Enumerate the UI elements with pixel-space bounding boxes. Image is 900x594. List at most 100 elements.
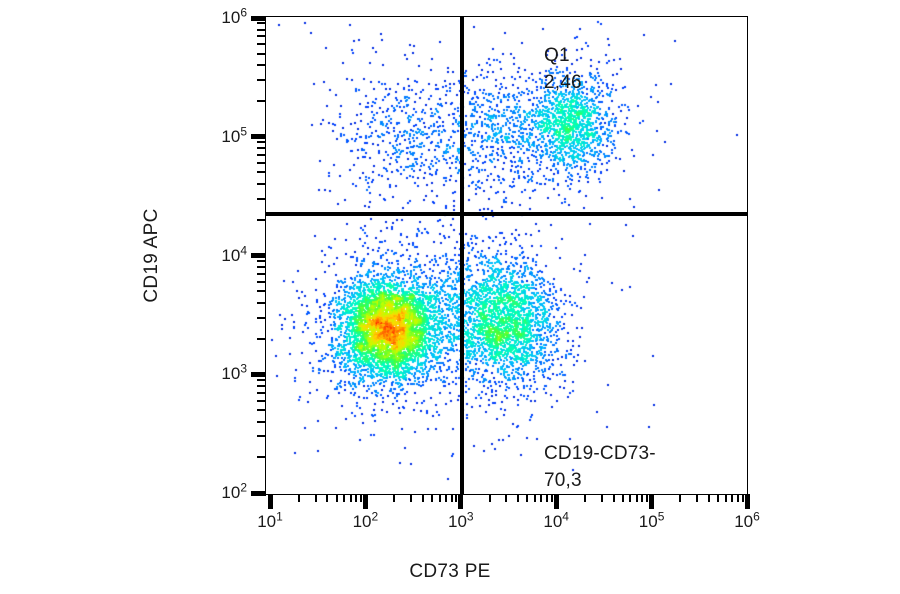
y-tick-major-1e6 — [251, 15, 266, 21]
y-tick-major-1e4 — [251, 253, 266, 258]
x-tick-minor — [641, 494, 644, 502]
y-tick-minor — [257, 52, 265, 55]
y-tick-minor — [257, 408, 265, 411]
scatter-density-canvas — [266, 17, 747, 494]
quadrant-divider-vertical[interactable] — [459, 17, 464, 494]
y-tick-minor — [257, 391, 265, 394]
x-tick-minor — [635, 494, 638, 502]
x-tick-minor — [600, 494, 603, 502]
x-tick-major-1e4 — [553, 494, 559, 509]
x-tick-label-1e3: 103 — [447, 509, 474, 531]
x-tick-minor — [583, 494, 586, 502]
x-tick-label-1e4: 104 — [543, 509, 569, 531]
quadrant-percent-lower-left: 70,3 — [544, 469, 582, 491]
x-tick-minor — [540, 494, 543, 502]
x-tick-minor — [445, 494, 448, 502]
x-tick-major-1e3 — [458, 494, 464, 509]
x-tick-minor — [646, 494, 649, 502]
x-tick-minor — [335, 494, 338, 502]
x-tick-minor — [679, 494, 682, 502]
y-tick-minor — [257, 100, 265, 102]
y-tick-major-1e2 — [251, 490, 266, 496]
quadrant-percent-upper-left: 2,46 — [544, 71, 582, 93]
x-tick-minor — [736, 494, 739, 502]
y-tick-minor — [257, 28, 265, 31]
y-tick-minor — [257, 43, 265, 46]
y-tick-minor — [257, 171, 265, 174]
y-tick-minor — [257, 399, 265, 402]
x-tick-minor — [450, 494, 453, 502]
y-tick-minor — [257, 290, 265, 293]
x-tick-minor — [550, 494, 553, 502]
x-tick-minor — [421, 494, 424, 502]
y-tick-minor — [257, 456, 265, 459]
x-tick-minor — [534, 494, 537, 502]
x-tick-minor — [343, 494, 346, 502]
y-tick-major-1e5 — [251, 134, 266, 140]
y-tick-minor — [257, 162, 265, 165]
y-tick-minor — [257, 35, 265, 38]
x-tick-minor — [621, 494, 624, 502]
y-tick-minor — [257, 435, 265, 438]
y-tick-label-1e2: 102 — [221, 480, 247, 502]
y-tick-minor — [257, 378, 265, 381]
x-tick-label-1e2: 102 — [352, 509, 379, 531]
x-tick-minor — [724, 494, 727, 502]
x-tick-minor — [297, 494, 300, 502]
x-tick-minor — [438, 494, 441, 502]
x-tick-minor — [731, 494, 734, 502]
x-tick-minor — [612, 494, 615, 502]
quadrant-divider-horizontal[interactable] — [266, 211, 747, 216]
x-tick-major-1e2 — [362, 494, 368, 509]
x-tick-minor — [455, 494, 458, 502]
x-tick-minor — [708, 494, 711, 502]
quadrant-label-lower-left: CD19-CD73- 70,3 — [544, 441, 656, 494]
x-tick-minor — [526, 494, 529, 502]
y-tick-minor — [257, 147, 265, 150]
x-tick-minor — [488, 494, 491, 502]
y-tick-label-1e6: 106 — [221, 5, 247, 27]
x-tick-minor — [517, 494, 520, 502]
quadrant-name-lower-left: CD19-CD73- — [544, 443, 656, 464]
y-tick-minor — [257, 154, 265, 157]
x-tick-label-1e1: 101 — [257, 509, 283, 531]
y-tick-minor — [257, 316, 265, 319]
x-axis-title: CD73 PE — [409, 561, 491, 582]
x-tick-minor — [314, 494, 317, 502]
x-tick-minor — [696, 494, 699, 502]
x-tick-major-1e5 — [649, 494, 655, 509]
y-tick-minor — [257, 64, 265, 67]
y-tick-minor — [257, 141, 265, 144]
y-tick-minor — [257, 420, 265, 423]
scatter-plot-area[interactable]: Q1 2,46 CD19+CD73+ 12,5 CD19-CD73- 70,3 … — [265, 16, 748, 495]
x-tick-minor — [545, 494, 548, 502]
x-tick-minor — [409, 494, 412, 502]
y-tick-minor — [257, 22, 265, 25]
y-tick-minor — [257, 301, 265, 304]
y-tick-minor — [257, 280, 265, 283]
y-tick-minor — [257, 384, 265, 387]
x-tick-minor — [505, 494, 508, 502]
y-tick-minor — [257, 218, 265, 221]
y-tick-major-1e3 — [251, 371, 266, 377]
x-tick-minor — [360, 494, 363, 502]
x-tick-minor — [355, 494, 358, 502]
quadrant-name-upper-left: Q1 — [544, 45, 570, 66]
y-tick-minor — [257, 259, 265, 262]
x-tick-minor — [349, 494, 352, 502]
y-tick-label-1e5: 105 — [221, 124, 247, 146]
y-tick-minor — [257, 79, 265, 82]
y-tick-minor — [257, 272, 265, 275]
y-tick-minor — [257, 183, 265, 185]
y-tick-minor — [257, 266, 265, 268]
y-tick-label-1e4: 104 — [221, 242, 247, 265]
x-tick-minor — [717, 494, 720, 502]
x-tick-minor — [326, 494, 329, 502]
x-tick-major-1e6 — [744, 494, 750, 509]
x-tick-major-1e1 — [267, 494, 273, 509]
x-tick-label-1e6: 106 — [734, 509, 760, 531]
x-tick-minor — [629, 494, 632, 502]
y-tick-minor — [257, 197, 265, 200]
y-tick-label-1e3: 103 — [221, 361, 247, 384]
